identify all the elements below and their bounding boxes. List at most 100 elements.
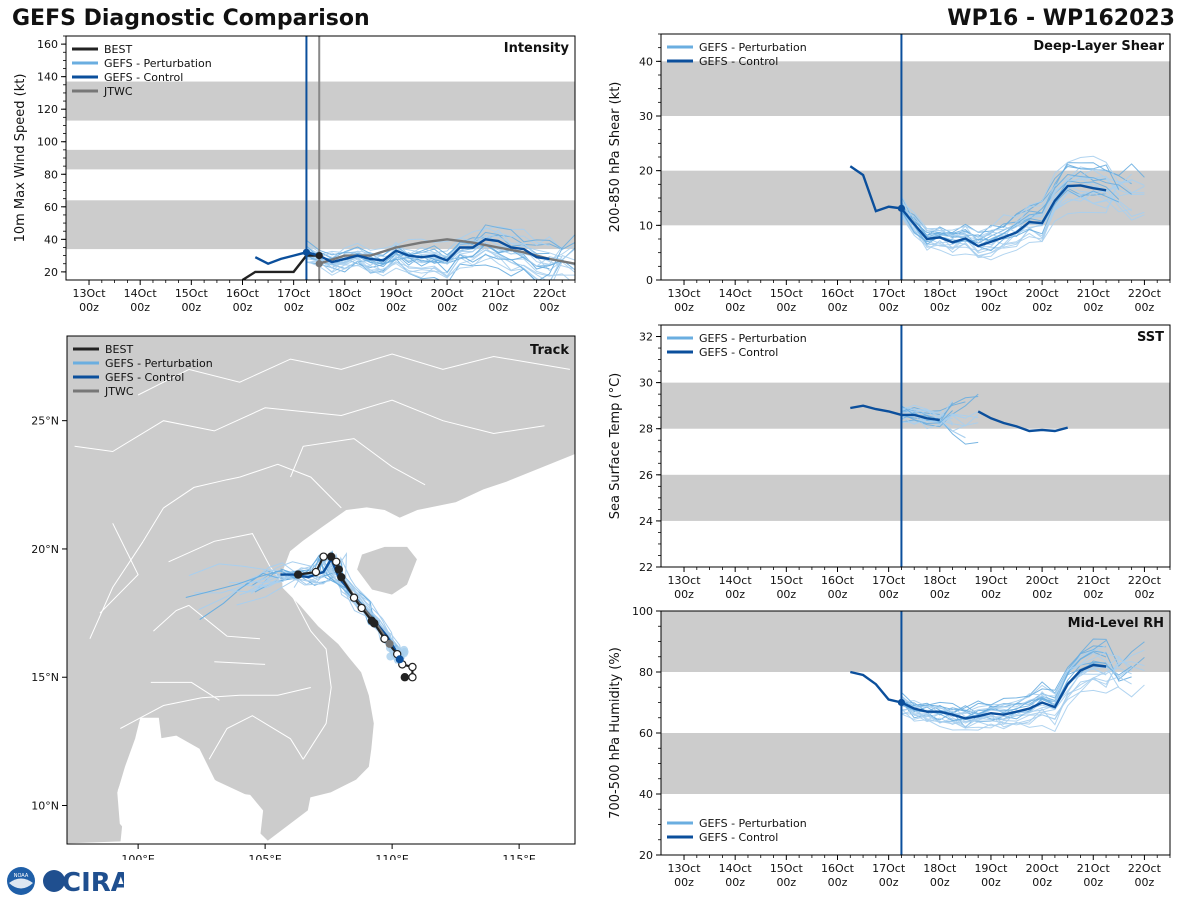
- x-tick-label-hour: 00z: [879, 876, 899, 889]
- series-group: [241, 224, 575, 280]
- x-tick-label-hour: 00z: [879, 301, 899, 314]
- perturbation-line: [901, 652, 1132, 715]
- x-tick-label-hour: 00z: [1135, 301, 1155, 314]
- x-tick-label-hour: 00z: [1083, 301, 1103, 314]
- x-tick-label-hour: 00z: [674, 301, 694, 314]
- x-tick-label-date: 20Oct: [1026, 862, 1060, 875]
- x-tick-label-hour: 00z: [540, 301, 560, 314]
- y-axis-label: 700-500 hPa Humidity (%): [608, 647, 623, 819]
- admin-boundary: [290, 438, 426, 486]
- perturbation-line: [901, 402, 954, 423]
- legend-label-pert: GEFS - Perturbation: [105, 357, 213, 370]
- admin-boundary: [163, 476, 240, 509]
- x-tick-label-date: 14Oct: [124, 287, 158, 300]
- plot-area: [661, 325, 1170, 567]
- x-tick-label-hour: 00z: [284, 301, 304, 314]
- legend-label-control: GEFS - Control: [699, 831, 778, 844]
- x-tick-label-date: 21Oct: [1077, 287, 1111, 300]
- x-tick-label-hour: 00z: [1135, 876, 1155, 889]
- y-tick-label: 30: [639, 377, 653, 390]
- y-tick-label: 40: [44, 233, 58, 246]
- shaded-band: [661, 733, 1170, 794]
- perturbation-line: [306, 247, 575, 277]
- x-tick-label-date: 17Oct: [277, 287, 311, 300]
- lat-tick-label: 10°N: [31, 800, 59, 813]
- x-tick-label-hour: 00z: [1135, 588, 1155, 601]
- x-tick-label-date: 16Oct: [821, 574, 855, 587]
- legend-label-pert: GEFS - Perturbation: [104, 57, 212, 70]
- legend-label-control: GEFS - Control: [104, 71, 183, 84]
- land-hainan: [356, 545, 419, 596]
- x-tick-label-hour: 00z: [386, 301, 406, 314]
- panel-title: Mid-Level RH: [1068, 616, 1164, 631]
- best-track-point: [334, 565, 343, 574]
- best-marker: [315, 252, 323, 260]
- x-tick-label-hour: 00z: [725, 301, 745, 314]
- admin-boundary: [89, 541, 144, 639]
- x-tick-label-date: 18Oct: [923, 287, 957, 300]
- x-tick-label-date: 15Oct: [770, 862, 804, 875]
- storm-id-title: WP16 - WP162023: [947, 6, 1175, 31]
- best-track-point: [332, 557, 341, 566]
- legend-label-pert: GEFS - Perturbation: [699, 41, 807, 54]
- panel-title: SST: [1137, 330, 1164, 345]
- y-tick-label: 24: [639, 515, 653, 528]
- x-tick-label-hour: 00z: [725, 876, 745, 889]
- perturbation-line: [900, 192, 1132, 252]
- cira-logo-text: CIRA: [62, 868, 124, 898]
- y-axis-label: 10m Max Wind Speed (kt): [13, 74, 28, 243]
- y-tick-label: 30: [639, 110, 653, 123]
- x-tick-label-hour: 00z: [776, 301, 796, 314]
- x-tick-label-hour: 00z: [828, 301, 848, 314]
- best-track-point: [319, 552, 328, 561]
- x-tick-label-date: 22Oct: [1128, 574, 1162, 587]
- admin-boundary: [150, 681, 220, 701]
- perturbation-line: [900, 168, 1107, 244]
- y-tick-label: 10: [639, 219, 653, 232]
- shaded-band: [661, 474, 1170, 521]
- x-tick-label-hour: 00z: [1032, 301, 1052, 314]
- y-axis-label: 200-850 hPa Shear (kt): [608, 82, 623, 233]
- x-tick-label-hour: 00z: [488, 301, 508, 314]
- control-line: [977, 410, 1069, 433]
- lon-tick-label: 110°E: [375, 853, 408, 860]
- x-tick-label-hour: 00z: [674, 588, 694, 601]
- perturbation-line: [901, 650, 1132, 718]
- x-tick-label-date: 20Oct: [1026, 287, 1060, 300]
- best-track-point: [408, 673, 417, 682]
- admin-boundary: [120, 697, 202, 729]
- x-tick-label-date: 22Oct: [1128, 862, 1162, 875]
- admin-boundary: [201, 687, 311, 699]
- y-axis-label: Sea Surface Temp (°C): [608, 373, 623, 520]
- legend-label-jtwc: JTWC: [104, 385, 134, 398]
- y-tick-label: 100: [37, 136, 58, 149]
- y-tick-label: 160: [37, 38, 58, 51]
- best-track-point: [357, 603, 366, 613]
- x-tick-label-hour: 00z: [79, 301, 99, 314]
- x-tick-label-date: 19Oct: [974, 862, 1008, 875]
- jtwc-marker: [385, 639, 394, 648]
- x-tick-label-hour: 00z: [335, 301, 355, 314]
- y-tick-label: 20: [639, 165, 653, 178]
- x-tick-label-hour: 00z: [930, 876, 950, 889]
- admin-boundary: [99, 523, 139, 614]
- x-tick-label-date: 21Oct: [482, 287, 516, 300]
- x-tick-label-hour: 00z: [930, 588, 950, 601]
- perturbation-line: [901, 400, 954, 419]
- x-tick-label-date: 13Oct: [668, 862, 702, 875]
- x-tick-label-date: 15Oct: [770, 287, 804, 300]
- lon-tick-label: 115°E: [502, 853, 535, 860]
- admin-boundary: [137, 353, 570, 396]
- gulf-of-thailand: [117, 718, 255, 844]
- legend-label-control: GEFS - Control: [105, 371, 184, 384]
- best-track-point: [367, 616, 376, 625]
- x-tick-label-date: 13Oct: [668, 287, 702, 300]
- best-track-point: [408, 662, 417, 672]
- legend-label-pert: GEFS - Perturbation: [699, 332, 807, 345]
- x-tick-label-hour: 00z: [674, 876, 694, 889]
- x-tick-label-hour: 00z: [1083, 876, 1103, 889]
- shaded-band: [661, 611, 1170, 672]
- x-tick-label-date: 18Oct: [923, 574, 957, 587]
- legend-label-jtwc: JTWC: [103, 85, 133, 98]
